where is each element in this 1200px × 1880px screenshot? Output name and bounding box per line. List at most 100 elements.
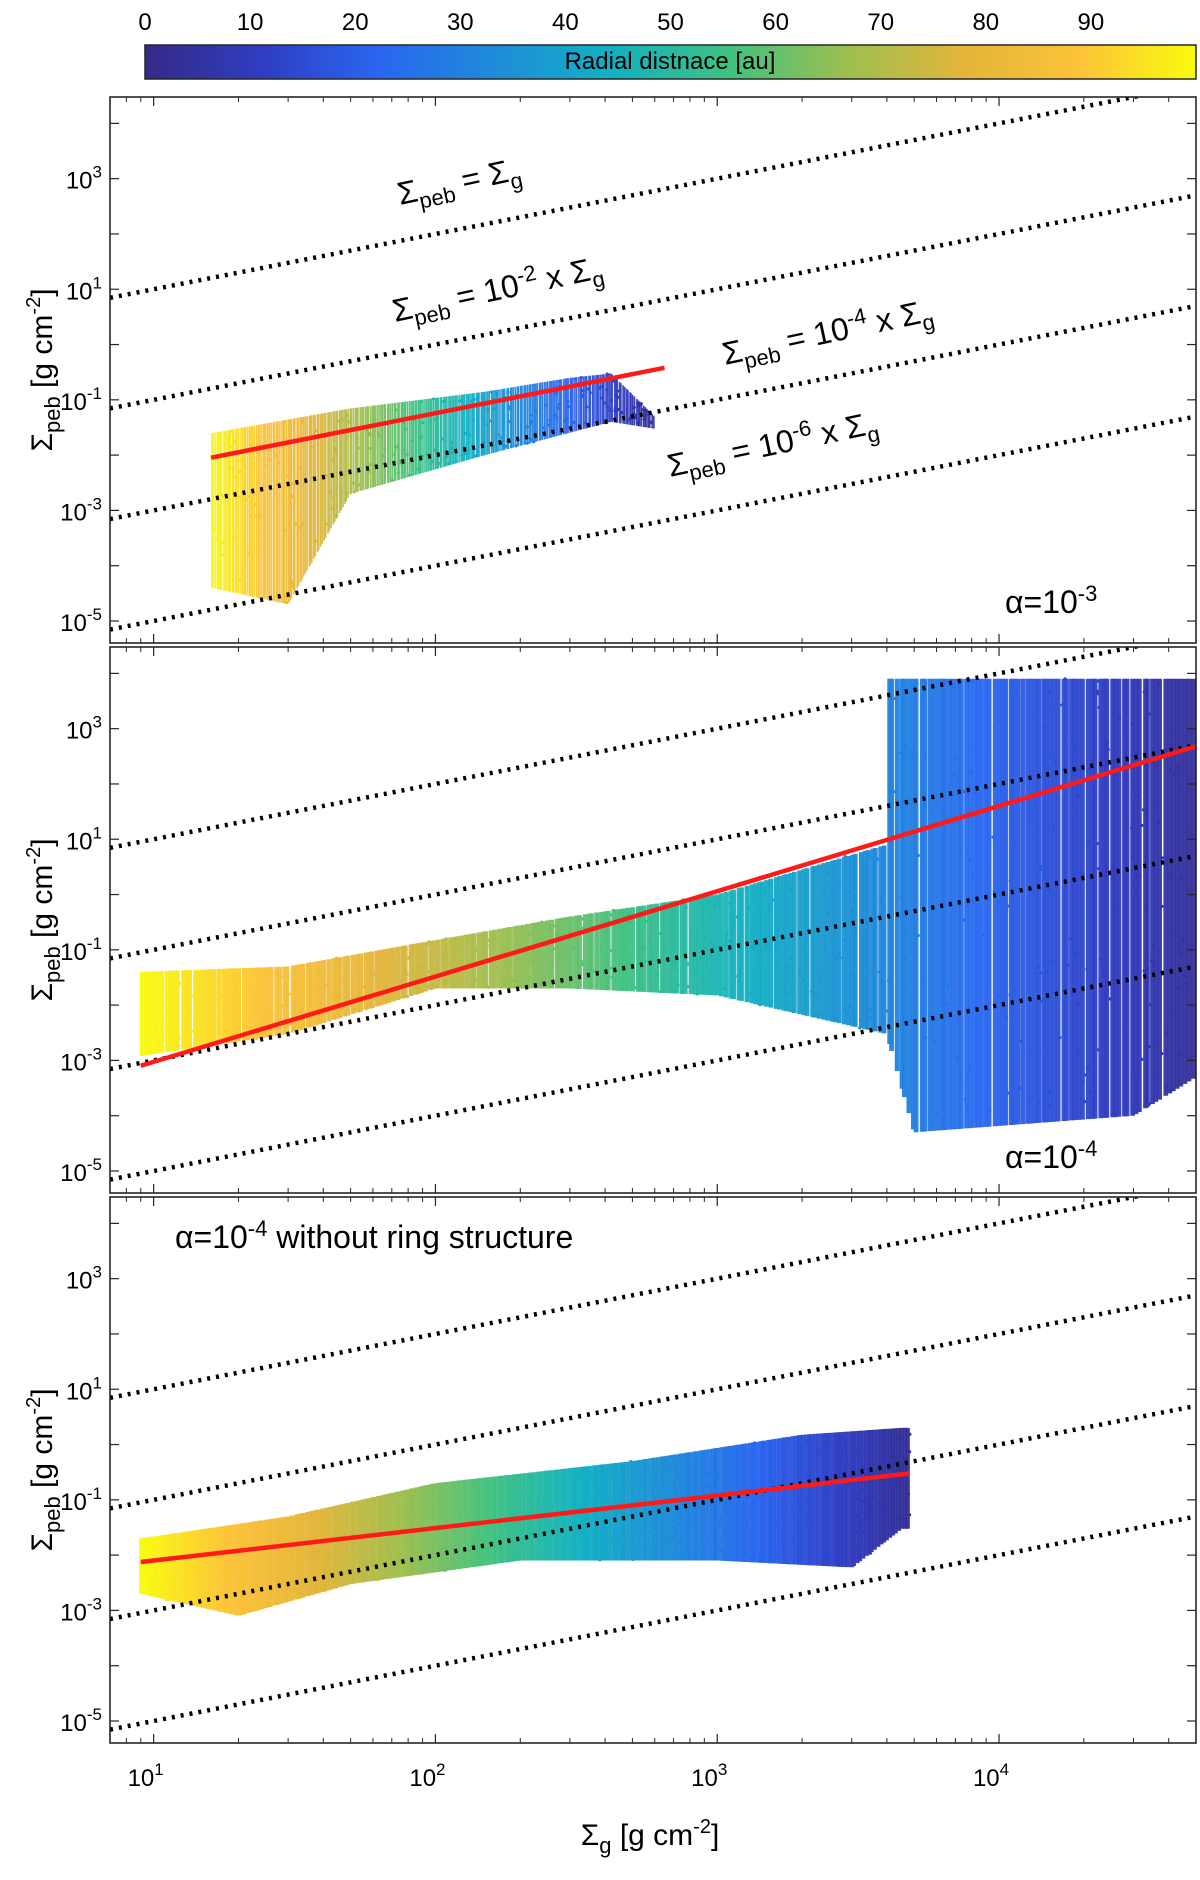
scatter-point: [252, 492, 256, 496]
scatter-point: [373, 1540, 378, 1544]
scatter-point: [897, 1436, 901, 1441]
scatter-point: [376, 1577, 380, 1582]
scatter-point: [416, 467, 421, 471]
scatter-point: [580, 1468, 584, 1472]
scatter-point: [273, 453, 278, 458]
scatter-point: [704, 935, 708, 939]
scatter-point: [876, 1502, 880, 1506]
scatter-point: [534, 409, 538, 413]
scatter-point: [397, 1551, 402, 1555]
scatter-point: [355, 437, 359, 442]
scatter-point: [333, 1013, 338, 1017]
scatter-point: [1034, 833, 1038, 837]
scatter-point: [169, 1018, 173, 1022]
scatter-point: [610, 1537, 614, 1541]
scatter-point: [638, 1485, 642, 1489]
scatter-point: [1081, 1080, 1085, 1084]
scatter-point: [502, 421, 506, 425]
scatter-point: [788, 887, 792, 892]
y-tick-label: 101: [66, 823, 102, 855]
scatter-point: [394, 408, 398, 412]
scatter-point: [560, 950, 564, 954]
scatter-point: [393, 453, 397, 457]
scatter-point: [723, 943, 727, 947]
scatter-point: [444, 949, 448, 953]
scatter-point: [826, 911, 830, 916]
scatter-point: [819, 879, 823, 883]
scatter-point: [511, 979, 515, 983]
scatter-point: [562, 1541, 567, 1545]
point-cloud-top: [210, 372, 655, 605]
scatter-point: [991, 835, 995, 839]
scatter-point: [632, 405, 636, 410]
scatter-point: [748, 992, 753, 996]
scatter-point: [1138, 874, 1142, 878]
scatter-point: [1084, 1073, 1088, 1077]
scatter-point: [553, 946, 557, 951]
tick-base: 10: [66, 1268, 93, 1295]
scatter-point: [706, 1535, 711, 1539]
scatter-point: [1155, 763, 1159, 768]
label-part: peb: [687, 454, 728, 486]
scatter-point: [1102, 968, 1106, 972]
scatter-point: [1049, 798, 1053, 802]
scatter-point: [868, 1544, 872, 1548]
scatter-point: [1042, 832, 1046, 837]
scatter-point: [187, 974, 191, 978]
scatter-point: [631, 1535, 635, 1540]
scatter-point: [475, 395, 479, 399]
scatter-point: [507, 1545, 512, 1549]
scatter-point: [588, 1475, 593, 1479]
scatter-point: [334, 956, 338, 960]
scatter-point: [1122, 1028, 1126, 1032]
scatter-point: [1130, 826, 1134, 830]
scatter-point: [405, 972, 409, 976]
scatter-point: [163, 1578, 167, 1582]
scatter-point: [674, 1532, 678, 1536]
scatter-point: [1147, 1102, 1152, 1106]
scatter-point: [757, 1495, 761, 1499]
scatter-point: [228, 466, 232, 470]
scatter-point: [726, 1503, 730, 1507]
scatter-point: [642, 1465, 646, 1469]
scatter-point: [305, 1513, 309, 1517]
scatter-point: [1004, 1015, 1009, 1019]
scatter-point: [649, 939, 653, 943]
scatter-point: [1176, 765, 1180, 770]
scatter-point: [257, 532, 262, 536]
scatter-point: [509, 1485, 514, 1489]
scatter-point: [289, 1565, 293, 1569]
scatter-point: [1131, 722, 1135, 726]
scatter-point: [720, 1500, 724, 1505]
scatter-point: [547, 423, 551, 427]
scatter-point: [607, 918, 611, 922]
scatter-point: [341, 1532, 346, 1536]
scatter-point: [268, 458, 272, 462]
scatter-point: [250, 989, 254, 993]
scatter-point: [1176, 986, 1180, 990]
scatter-point: [258, 1001, 262, 1005]
colorbar-strip: [144, 44, 1197, 80]
scatter-point: [564, 945, 568, 949]
scatter-point: [1050, 960, 1054, 964]
scatter-point: [1011, 695, 1015, 699]
scatter-point: [219, 1570, 223, 1574]
scatter-point: [912, 875, 916, 879]
scatter-point: [776, 961, 780, 965]
scatter-point: [557, 379, 562, 384]
scatter-point: [863, 881, 867, 885]
scatter-point: [492, 407, 496, 411]
scatter-point: [1049, 753, 1053, 757]
scatter-point: [857, 1552, 861, 1557]
scatter-point: [238, 1535, 243, 1539]
scatter-point: [764, 943, 768, 947]
scatter-point: [556, 406, 560, 410]
scatter-point: [154, 1000, 159, 1004]
ticks-top: [109, 97, 1197, 643]
scatter-point: [470, 1542, 474, 1546]
scatter-point: [668, 984, 672, 988]
scatter-point: [318, 1550, 322, 1554]
scatter-point: [805, 1441, 809, 1445]
scatter-point: [610, 966, 614, 970]
scatter-point: [172, 985, 176, 989]
